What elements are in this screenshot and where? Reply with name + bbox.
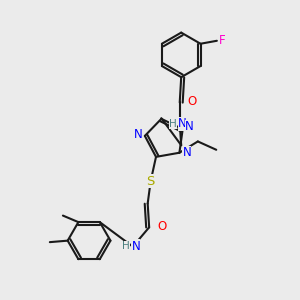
Text: F: F: [219, 34, 226, 47]
Text: O: O: [188, 95, 197, 108]
Text: H: H: [122, 241, 130, 251]
Text: N: N: [178, 117, 187, 130]
Text: N: N: [131, 239, 140, 253]
Text: N: N: [134, 128, 143, 141]
Text: N: N: [182, 146, 191, 159]
Text: H: H: [169, 119, 177, 129]
Text: O: O: [157, 220, 166, 233]
Text: S: S: [146, 175, 155, 188]
Text: N: N: [185, 120, 194, 133]
